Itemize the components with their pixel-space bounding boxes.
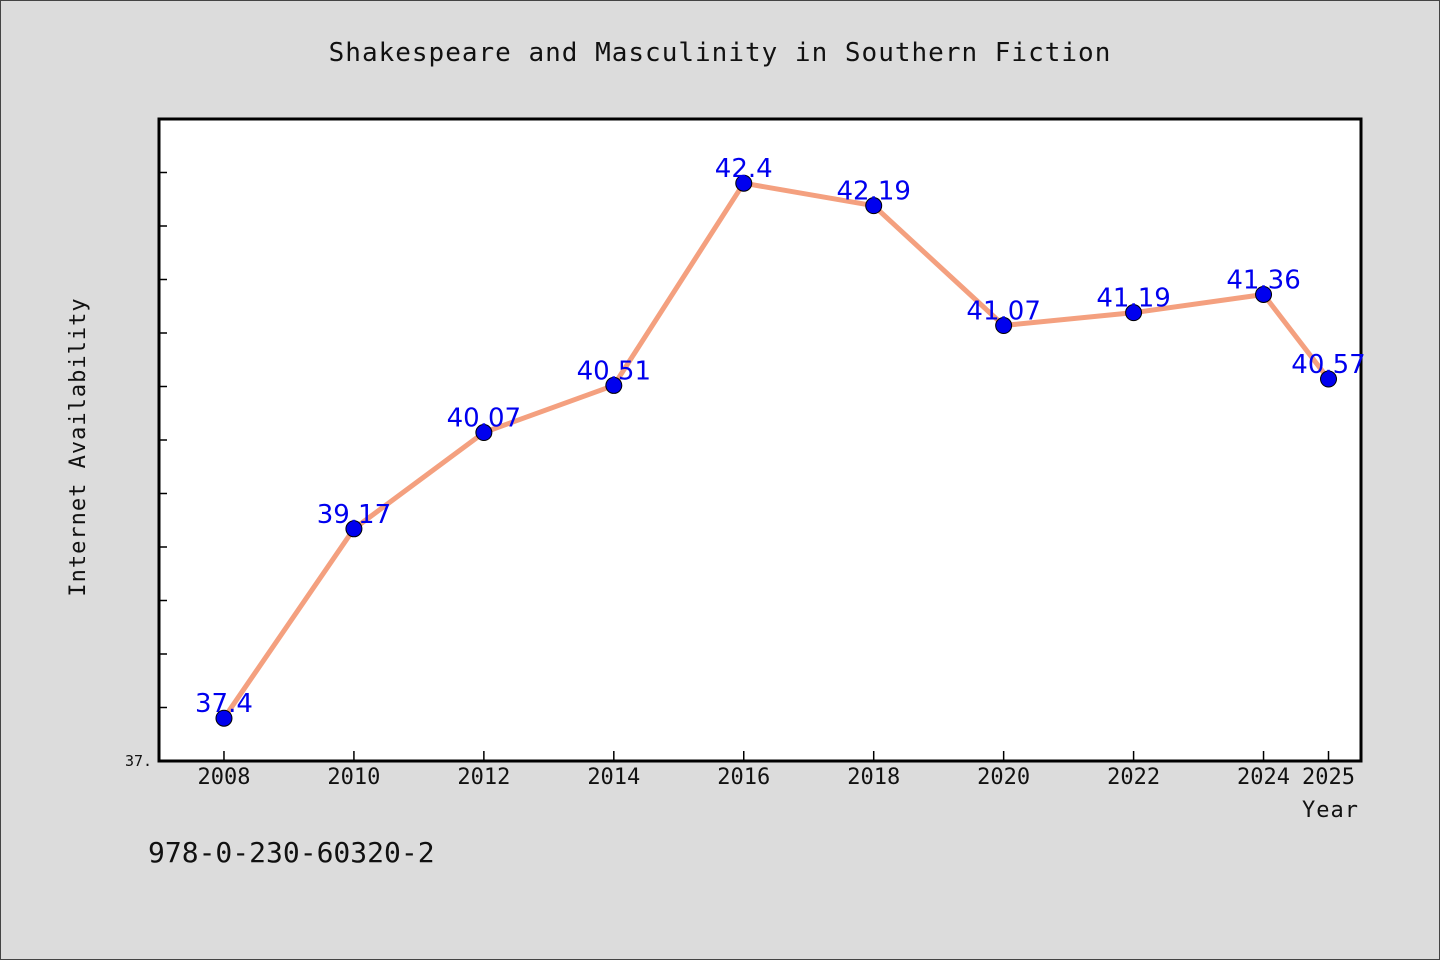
data-label: 40.51 (577, 356, 651, 386)
data-label: 41.07 (966, 297, 1040, 327)
data-label: 42.19 (836, 177, 910, 207)
data-label: 41.36 (1226, 265, 1300, 295)
x-axis-ticks: 2008 2010 2012 2014 2016 2018 2020 2022 2024 2025 (197, 751, 1355, 790)
data-point[interactable] (345, 520, 363, 538)
data-point[interactable] (215, 709, 233, 727)
data-point[interactable] (475, 424, 493, 442)
x-tick-label: 2018 (847, 765, 900, 790)
data-point[interactable] (995, 317, 1013, 335)
footer-code: 978-0-230-60320-2 (148, 836, 435, 869)
series-line (221, 180, 1332, 721)
data-label: 40.07 (447, 404, 521, 434)
data-label: 40.57 (1291, 350, 1365, 380)
chart-title: Shakespeare and Masculinity in Southern … (329, 38, 1112, 68)
data-point[interactable] (605, 376, 623, 394)
x-tick-label: 2008 (197, 765, 250, 790)
x-tick-label: 2014 (587, 765, 640, 790)
data-label: 37.4 (195, 689, 253, 719)
x-tick-label: 2012 (457, 765, 510, 790)
x-tick-label: 2025 (1302, 765, 1355, 790)
x-tick-label: 2024 (1237, 765, 1290, 790)
plot-area (157, 117, 1363, 763)
data-point[interactable] (735, 174, 753, 192)
x-tick-label: 2016 (717, 765, 770, 790)
x-tick-label: 2020 (977, 765, 1030, 790)
x-axis-label: Year (1302, 798, 1359, 823)
data-label: 39.17 (317, 500, 391, 530)
y-axis-label: Internet Availability (66, 297, 91, 596)
x-tick-label: 2010 (327, 765, 380, 790)
x-tick-label: 2022 (1107, 765, 1160, 790)
data-point[interactable] (865, 197, 883, 215)
y-tick-label: 37. (125, 752, 152, 770)
data-point[interactable] (1255, 285, 1273, 303)
data-label: 42.4 (715, 154, 773, 184)
series-layer: 37.4 39.17 40.07 40.51 42.4 42.19 41.07 41.19 41… (195, 154, 1366, 727)
data-point[interactable] (1320, 370, 1338, 388)
data-point[interactable] (1125, 304, 1143, 322)
y-axis-ticks (159, 171, 167, 709)
data-label: 41.19 (1096, 284, 1170, 314)
